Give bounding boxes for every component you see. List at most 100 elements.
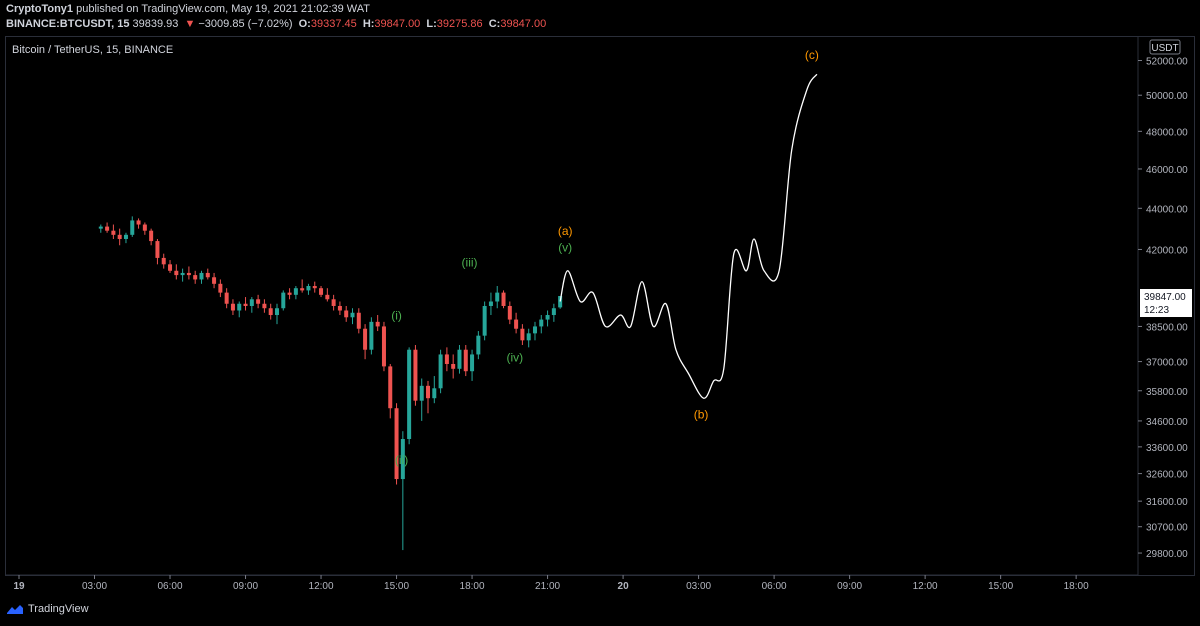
- candle-body: [199, 272, 204, 280]
- y-tick-label: 29800.00: [1146, 549, 1188, 560]
- y-tick-label: 44000.00: [1146, 204, 1188, 215]
- x-tick-label: 19: [13, 581, 25, 592]
- x-tick-label: 12:00: [309, 581, 334, 592]
- x-tick-label: 18:00: [1064, 581, 1089, 592]
- y-tick-label: 32600.00: [1146, 470, 1188, 481]
- y-tick-label: 33600.00: [1146, 443, 1188, 454]
- current-price-tag: [1140, 289, 1192, 318]
- y-tick-label: 52000.00: [1146, 57, 1188, 68]
- y-tick-label: 38500.00: [1146, 322, 1188, 333]
- price-countdown: 12:23: [1144, 305, 1169, 316]
- candle-body: [256, 299, 261, 304]
- high-label: H:: [362, 18, 375, 30]
- y-tick-label: 50000.00: [1146, 91, 1188, 102]
- candle-body: [520, 328, 525, 341]
- last-price: 39839.93: [132, 18, 179, 30]
- current-price-value: 39847.00: [1144, 292, 1186, 303]
- header-ohlc-line: BINANCE:BTCUSDT, 15 39839.93 ▼ −3009.85 (…: [6, 18, 549, 30]
- candle-body: [123, 234, 128, 239]
- candle-body: [300, 288, 305, 291]
- projection-path: [559, 73, 818, 399]
- wave-label: (iii): [462, 255, 478, 269]
- candle-body: [274, 308, 279, 316]
- candle-body: [344, 310, 349, 318]
- candle-body: [369, 321, 374, 350]
- publish-info: published on TradingView.com, May 19, 20…: [76, 3, 371, 15]
- price-change: −3009.85 (−7.02%): [198, 18, 293, 30]
- candle-body: [501, 292, 506, 306]
- candle-body: [488, 301, 493, 306]
- x-tick-label: 06:00: [762, 581, 787, 592]
- ticker: BINANCE:BTCUSDT, 15: [6, 18, 130, 30]
- candle-body: [262, 303, 267, 309]
- header-publish-line: CryptoTony1 published on TradingView.com…: [6, 3, 370, 15]
- close-label: C:: [488, 18, 501, 30]
- candle-body: [413, 349, 418, 401]
- symbol-title: Bitcoin / TetherUS, 15, BINANCE: [12, 44, 174, 56]
- candle-body: [281, 292, 286, 309]
- candle-body: [514, 319, 519, 329]
- x-tick-label: 12:00: [913, 581, 938, 592]
- wave-label: (i): [391, 309, 402, 323]
- x-tick-label: 09:00: [233, 581, 258, 592]
- candle-body: [476, 335, 481, 355]
- candle-body: [337, 305, 342, 311]
- candle-body: [463, 349, 468, 372]
- candle-body: [331, 299, 336, 306]
- x-tick-label: 20: [618, 581, 630, 592]
- candle-body: [243, 303, 248, 306]
- low-value: 39275.86: [436, 18, 483, 30]
- candle-body: [142, 224, 147, 231]
- candle-body: [532, 326, 537, 334]
- candle-body: [495, 292, 500, 302]
- candle-body: [249, 299, 254, 306]
- candle-body: [551, 308, 556, 316]
- wave-label: (ii): [395, 453, 408, 467]
- candle-body: [482, 305, 487, 336]
- candle-body: [136, 220, 141, 225]
- candle-body: [117, 234, 122, 239]
- candle-body: [539, 319, 544, 327]
- candle-body: [174, 270, 179, 276]
- candle-body: [268, 308, 273, 316]
- tradingview-footer[interactable]: TradingView: [6, 603, 89, 615]
- candle-body: [356, 312, 361, 329]
- candle-body: [287, 292, 292, 295]
- x-tick-label: 15:00: [384, 581, 409, 592]
- down-arrow-icon: ▼: [184, 18, 196, 30]
- candle-body: [186, 272, 191, 276]
- high-value: 39847.00: [374, 18, 421, 30]
- candle-body: [218, 283, 223, 293]
- candle-body: [98, 226, 103, 229]
- candle-body: [230, 303, 235, 311]
- candle-body: [130, 220, 135, 235]
- x-tick-label: 06:00: [158, 581, 183, 592]
- y-tick-label: 37000.00: [1146, 358, 1188, 369]
- tradingview-logo-icon: [7, 605, 23, 614]
- candle-body: [205, 272, 210, 278]
- candle-body: [293, 288, 298, 295]
- candle-body: [306, 286, 311, 291]
- candle-body: [432, 388, 437, 399]
- candle-body: [149, 230, 154, 242]
- candle-body: [407, 349, 412, 440]
- candle-body: [388, 366, 393, 409]
- wave-label: (a): [558, 224, 573, 238]
- candle-body: [470, 354, 475, 372]
- candle-body: [193, 275, 198, 280]
- candle-body: [155, 241, 160, 258]
- y-tick-label: 46000.00: [1146, 165, 1188, 176]
- x-tick-label: 03:00: [82, 581, 107, 592]
- currency-badge[interactable]: [1149, 39, 1181, 55]
- candle-body: [319, 288, 324, 295]
- candle-body: [325, 294, 330, 300]
- candle-body: [381, 326, 386, 367]
- candle-body: [558, 296, 563, 308]
- author-name[interactable]: CryptoTony1: [6, 3, 74, 15]
- wave-label: (b): [694, 407, 709, 421]
- currency-badge-label: USDT: [1151, 43, 1178, 54]
- candle-body: [526, 333, 531, 341]
- candle-body: [507, 305, 512, 320]
- wave-label: (v): [558, 241, 572, 255]
